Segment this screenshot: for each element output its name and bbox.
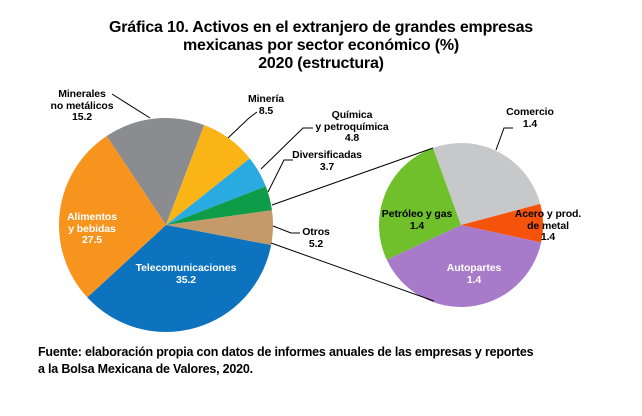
main-pie-slice-quimica-y-petroquimica	[166, 158, 266, 225]
main-pie-slice-alimentos-y-bebidas	[58, 135, 167, 298]
chart-title-line2: mexicanas por sector económico (%)	[183, 37, 459, 54]
minerales-leader	[111, 93, 151, 119]
callout-otros: Otros 5.2	[302, 226, 330, 250]
source-note: Fuente: elaboración propia con datos de …	[38, 344, 598, 377]
main-pie-slice-diversificadas	[166, 186, 272, 225]
detail-pie-slice-acero-y-prod-de-metal	[461, 203, 543, 243]
detail-link-bottom	[270, 242, 435, 302]
detail-pie-slice-petroleo-y-gas	[379, 147, 461, 260]
slice-label-autopartes: Autopartes 1.4	[446, 262, 502, 286]
callout-quimica-y-petroquimica: Química y petroquímica 4.8	[315, 109, 389, 144]
main-pie-slice-minerales-no-metalicos	[106, 117, 205, 225]
callout-minerales-no-metalicos: Minerales no metálicos 15.2	[50, 88, 114, 123]
comercio-leader	[495, 127, 513, 151]
slice-label-alimentos-y-bebidas: Alimentos y bebidas 27.5	[67, 211, 117, 246]
source-line2: a la Bolsa Mexicana de Valores, 2020.	[38, 361, 253, 376]
callout-diversificadas: Diversificadas 3.7	[292, 149, 362, 173]
detail-pie-slice-autopartes	[386, 225, 542, 308]
chart-title-line1: Gráfica 10. Activos en el extranjero de …	[109, 19, 533, 36]
callout-mineria: Minería 8.5	[247, 93, 285, 117]
detail-link-top	[271, 147, 434, 206]
source-line1: Fuente: elaboración propia con datos de …	[38, 345, 534, 359]
main-pie-slice-mineria	[166, 125, 250, 225]
callout-comercio: Comercio 1.4	[506, 106, 554, 130]
main-pie-slice-telecomunicaciones	[87, 225, 272, 332]
main-pie-slice-otros	[166, 210, 274, 246]
slice-label-telecomunicaciones: Telecomunicaciones 35.2	[135, 262, 237, 286]
mineria-leader	[227, 111, 258, 139]
slice-label-petroleo-y-gas: Petróleo y gas 1.4	[381, 208, 453, 232]
chart-title-line3: 2020 (estructura)	[258, 55, 384, 72]
chart-title: Gráfica 10. Activos en el extranjero de …	[0, 19, 642, 73]
quimica-leader	[260, 127, 313, 170]
diversificadas-leader	[267, 159, 293, 193]
callout-acero-y-prod-de-metal: Acero y prod. de metal 1.4	[514, 208, 582, 243]
otros-leader	[272, 225, 300, 234]
detail-pie-slice-comercio	[432, 143, 541, 225]
